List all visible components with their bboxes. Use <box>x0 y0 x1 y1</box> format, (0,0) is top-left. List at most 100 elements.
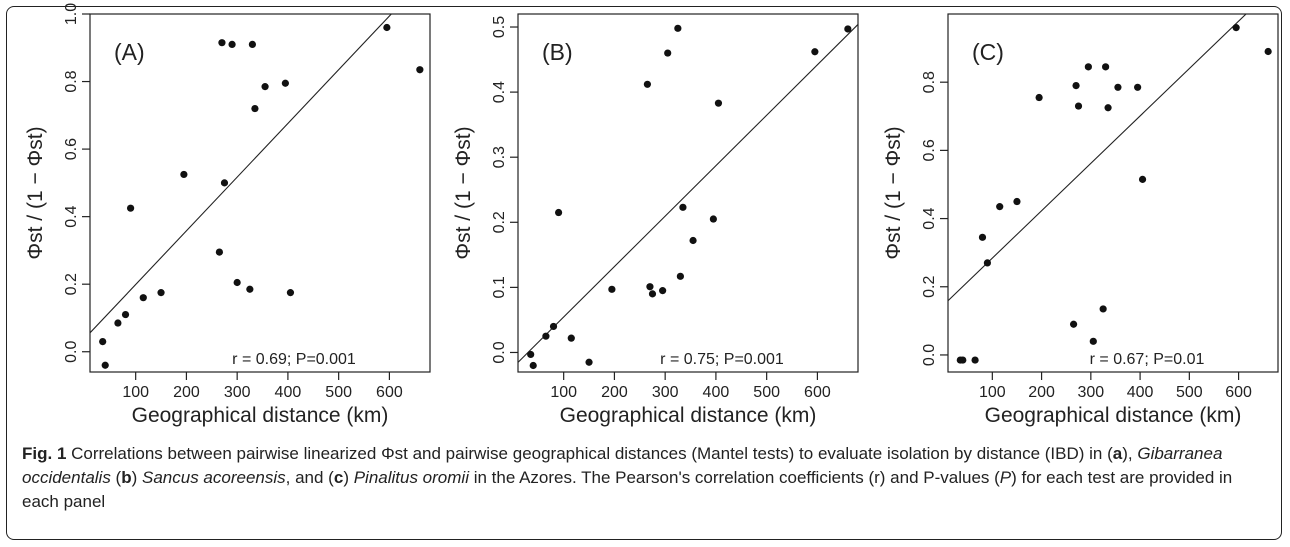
caption-text: Correlations between pairwise linearized… <box>66 444 1113 463</box>
data-point <box>1104 104 1112 112</box>
data-point <box>648 290 657 298</box>
y-tick-label: 0.2 <box>63 273 80 295</box>
species-name-b: Sancus acoreensis <box>142 468 286 487</box>
data-point <box>844 25 852 33</box>
data-point <box>978 233 987 241</box>
data-point <box>1114 83 1122 91</box>
data-point <box>286 289 295 297</box>
data-point <box>811 48 819 56</box>
scatter-panel-3: 100 200 300 400 500 600 0.0 0.2 0.4 0.6 0.8 Geograp… <box>882 13 1279 427</box>
plot-box <box>517 13 859 373</box>
x-tick-label: 100 <box>122 384 149 401</box>
y-tick-label: 0.2 <box>921 276 938 298</box>
x-tick-label: 400 <box>275 384 302 401</box>
y-axis-label: Φst / (1 − Φst) <box>24 126 47 259</box>
y-tick-label: 0.4 <box>491 81 508 103</box>
x-tick-label: 600 <box>1225 384 1252 401</box>
panel-label: (B) <box>542 39 573 65</box>
data-point <box>1102 63 1110 71</box>
data-point <box>1074 102 1083 110</box>
data-point <box>248 40 256 48</box>
x-tick-label: 500 <box>753 384 780 401</box>
data-point <box>971 356 979 364</box>
x-tick-label: 200 <box>1028 384 1055 401</box>
y-tick-label: 0.1 <box>491 276 508 298</box>
panel-ref-a: a <box>1112 444 1123 463</box>
stats-annotation: r = 0.67; P=0.01 <box>1090 351 1205 368</box>
data-point <box>157 289 165 297</box>
data-point <box>709 215 717 223</box>
x-axis-label: Geographical distance (km) <box>132 404 389 427</box>
x-tick-label: 300 <box>224 384 251 401</box>
y-axis-label: Φst / (1 − Φst) <box>452 126 475 259</box>
caption-text: ) for each test are provided in each pan… <box>22 468 1233 511</box>
data-point <box>99 338 107 346</box>
caption-text: , and ( <box>285 468 334 487</box>
x-axis-label: Geographical distance (km) <box>985 404 1242 427</box>
data-point <box>261 83 269 91</box>
data-point <box>567 334 575 342</box>
species-name-c: Pinalitus oromii <box>353 468 469 487</box>
caption-text: ) <box>131 468 142 487</box>
data-point <box>114 319 122 327</box>
data-point <box>233 278 241 287</box>
data-point <box>1099 305 1107 313</box>
caption-text: ), <box>1122 444 1138 463</box>
x-tick-label: 200 <box>601 384 628 401</box>
data-point <box>1072 82 1080 90</box>
x-tick-label: 400 <box>703 384 730 401</box>
y-tick-label: 0.6 <box>921 139 938 161</box>
data-point <box>664 49 672 57</box>
x-axis-label: Geographical distance (km) <box>560 404 817 427</box>
data-point <box>1134 83 1142 91</box>
stats-annotation: r = 0.75; P=0.001 <box>660 351 784 368</box>
y-tick-label: 0.4 <box>63 205 80 227</box>
regression-line <box>518 24 858 363</box>
stats-annotation: r = 0.69; P=0.001 <box>232 351 356 368</box>
x-tick-label: 100 <box>550 384 577 401</box>
data-point <box>585 358 593 366</box>
data-point <box>416 66 424 74</box>
data-point <box>608 285 616 293</box>
y-tick-label: 0.0 <box>63 341 80 363</box>
figure-caption: Fig. 1 Correlations between pairwise lin… <box>22 442 1268 514</box>
panel-ref-b: b <box>121 468 132 487</box>
data-point <box>527 350 535 359</box>
x-tick-label: 600 <box>376 384 403 401</box>
data-point <box>679 203 687 211</box>
data-point <box>1035 93 1043 102</box>
data-point <box>959 356 967 364</box>
y-tick-label: 0.5 <box>491 16 508 38</box>
data-point <box>1084 63 1092 71</box>
data-point <box>1069 320 1078 328</box>
x-tick-label: 500 <box>325 384 352 401</box>
y-tick-label: 0.8 <box>63 70 80 92</box>
plot-box <box>947 13 1279 373</box>
data-point <box>220 179 229 187</box>
x-tick-label: 600 <box>804 384 831 401</box>
y-axis-label: Φst / (1 − Φst) <box>882 126 905 259</box>
figure-panels: 100 200 300 400 500 600 0.0 0.2 0.4 0.6 0.8 1.0 Geog… <box>24 3 1279 427</box>
data-point <box>1089 337 1097 345</box>
data-point <box>139 294 147 302</box>
panel-ref-c: c <box>333 468 344 487</box>
x-tick-label: 300 <box>652 384 679 401</box>
data-point <box>549 322 558 331</box>
y-tick-label: 0.0 <box>491 341 508 363</box>
caption-text: ( <box>110 468 122 487</box>
regression-line <box>948 14 1247 302</box>
data-point <box>676 272 684 280</box>
x-tick-label: 500 <box>1176 384 1203 401</box>
data-point <box>101 361 109 369</box>
x-tick-label: 300 <box>1077 384 1104 401</box>
data-point <box>126 204 135 212</box>
p-value-italic: P <box>999 468 1012 487</box>
data-point <box>983 259 992 267</box>
y-tick-label: 0.2 <box>491 211 508 233</box>
data-point <box>714 99 723 107</box>
scatter-panel-1: 100 200 300 400 500 600 0.0 0.2 0.4 0.6 0.8 1.0 Geog… <box>24 3 431 427</box>
data-point <box>383 23 391 32</box>
data-point <box>246 285 254 293</box>
data-point <box>251 104 259 113</box>
fig-label: Fig. 1 <box>22 444 67 463</box>
